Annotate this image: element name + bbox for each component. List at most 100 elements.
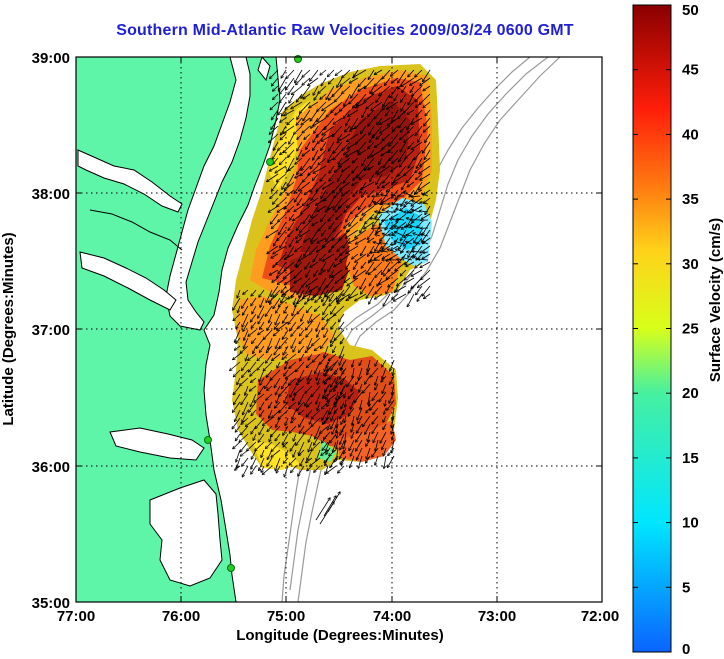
velocity-vector (327, 399, 331, 407)
velocity-vector (275, 457, 281, 471)
velocity-vector (368, 109, 375, 117)
velocity-vector (397, 259, 405, 260)
velocity-vector (259, 369, 265, 382)
velocity-vector (341, 401, 345, 409)
velocity-vector (299, 449, 305, 455)
velocity-vector (411, 141, 423, 150)
velocity-vector (366, 407, 371, 413)
velocity-vector (308, 289, 313, 301)
velocity-vector (317, 245, 327, 252)
velocity-vector (380, 243, 389, 244)
velocity-vector (282, 377, 289, 389)
velocity-vector (309, 213, 319, 222)
velocity-vector (340, 345, 345, 358)
velocity-vector (280, 85, 287, 94)
velocity-vector (278, 101, 287, 115)
velocity-vector (362, 189, 367, 197)
velocity-vector (307, 369, 313, 380)
velocity-vector (247, 441, 257, 451)
velocity-vector (307, 449, 313, 460)
velocity-vector (337, 297, 345, 304)
velocity-vector (412, 251, 421, 252)
velocity-vector (299, 393, 305, 404)
velocity-vector (320, 353, 329, 364)
velocity-vector (369, 293, 375, 304)
velocity-vector (334, 189, 343, 198)
velocity-vector (294, 205, 303, 211)
velocity-vector (350, 455, 355, 468)
velocity-vector (326, 109, 335, 117)
velocity-vector (356, 439, 363, 451)
velocity-vector (377, 189, 383, 195)
velocity-vector (364, 221, 375, 229)
velocity-vector (252, 337, 257, 343)
velocity-vector (338, 157, 351, 167)
velocity-vector (400, 205, 407, 210)
velocity-vector (344, 205, 351, 212)
velocity-vector (334, 455, 339, 462)
station-hatteras (227, 564, 235, 572)
velocity-vector (283, 345, 289, 355)
velocity-vector (368, 165, 375, 170)
velocity-vector (411, 117, 423, 124)
velocity-vector (410, 220, 421, 221)
velocity-vector (297, 141, 303, 151)
velocity-vector (329, 165, 335, 173)
velocity-vector (308, 441, 313, 452)
velocity-vector (326, 359, 331, 368)
velocity-vector (374, 109, 383, 119)
velocity-vector (287, 245, 295, 258)
velocity-vector (263, 329, 273, 339)
isobath-lines (281, 57, 561, 602)
velocity-vector (365, 423, 371, 434)
velocity-vector (320, 173, 327, 181)
velocity-vector (306, 409, 313, 417)
velocity-vector (346, 229, 359, 238)
velocity-vector (311, 229, 319, 241)
velocity-vector (373, 213, 383, 226)
velocity-vector (386, 285, 391, 294)
velocity-vector (343, 285, 351, 296)
velocity-vector (389, 149, 399, 161)
station-eastern-shore (266, 158, 274, 166)
velocity-vector (266, 441, 273, 448)
velocity-vector (266, 289, 273, 303)
velocity-vector (297, 297, 305, 304)
velocity-vector (359, 173, 367, 180)
velocity-vector (242, 313, 249, 327)
velocity-vector (353, 101, 359, 108)
velocity-vector (408, 93, 415, 105)
velocity-vector (240, 345, 249, 353)
velocity-vector (339, 101, 351, 111)
velocity-vector (394, 293, 407, 301)
velocity-vector (341, 455, 347, 465)
velocity-vector (422, 285, 431, 296)
velocity-vector (336, 375, 338, 384)
velocity-vector (306, 277, 319, 287)
velocity-vector (325, 367, 331, 376)
velocity-vector (393, 125, 399, 131)
velocity-vector (316, 393, 321, 404)
velocity-vector (298, 321, 305, 328)
velocity-vector (341, 417, 345, 424)
velocity-vector (330, 433, 337, 443)
velocity-vector (412, 213, 423, 222)
velocity-vector (248, 353, 257, 360)
velocity-vector (314, 93, 319, 100)
velocity-vector (376, 229, 383, 234)
velocity-vector (262, 465, 273, 474)
velocity-vector (274, 321, 281, 329)
velocity-vector (417, 221, 423, 228)
velocity-vector (305, 345, 313, 352)
velocity-vector (321, 229, 327, 236)
velocity-vector (280, 157, 287, 165)
velocity-vector (383, 93, 391, 107)
x-tick-label: 77:00 (57, 608, 95, 625)
velocity-vector (277, 205, 287, 212)
velocity-vector (329, 173, 335, 181)
velocity-vector (379, 277, 391, 284)
stray-vectors (315, 492, 340, 525)
y-tick-label: 39:00 (32, 50, 70, 67)
velocity-vector (407, 125, 415, 133)
velocity-vector (407, 109, 415, 114)
